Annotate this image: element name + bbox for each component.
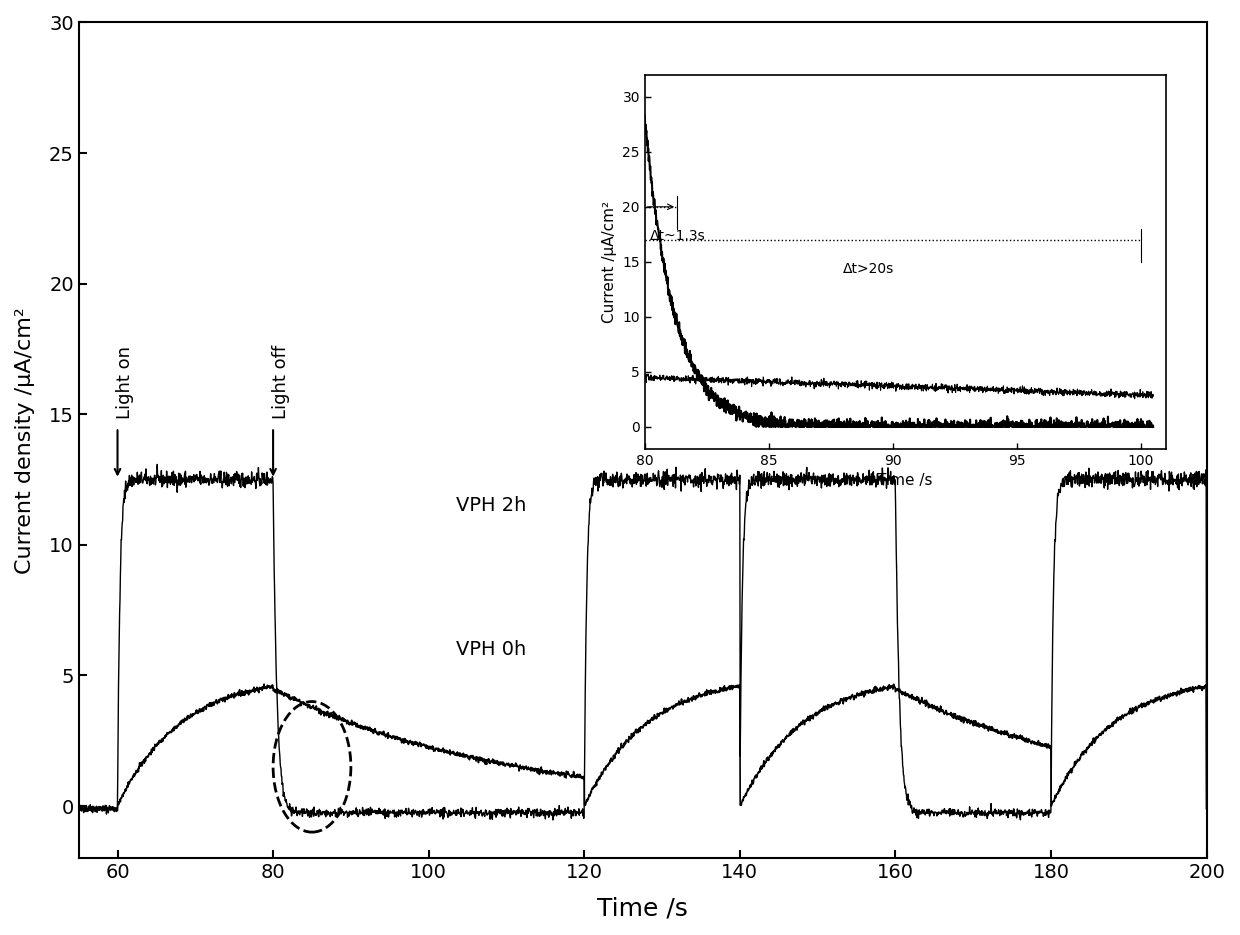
X-axis label: Time /s: Time /s (598, 896, 688, 920)
Text: Δt~1.3s: Δt~1.3s (650, 229, 706, 243)
Y-axis label: Current density /μA/cm²: Current density /μA/cm² (15, 307, 35, 574)
Text: VPH 0h: VPH 0h (456, 640, 526, 659)
Text: Δt>20s: Δt>20s (843, 262, 894, 276)
X-axis label: Time /s: Time /s (878, 473, 932, 488)
Y-axis label: Current /μA/cm²: Current /μA/cm² (601, 201, 616, 323)
Text: Light on: Light on (117, 347, 134, 420)
Text: VPH 2h: VPH 2h (456, 496, 526, 515)
Text: Light off: Light off (272, 345, 290, 420)
